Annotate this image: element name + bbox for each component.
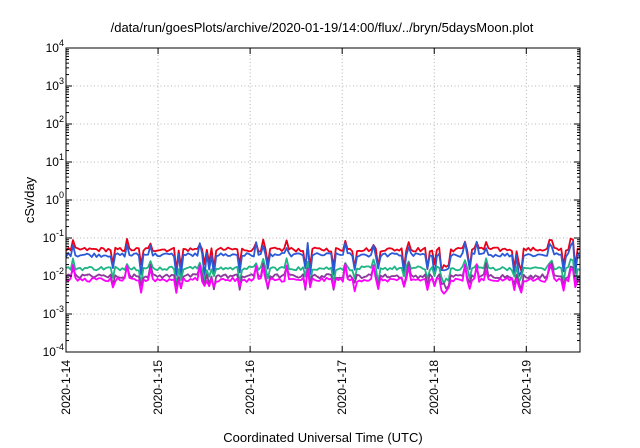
y-tick-label: 100 <box>46 190 64 207</box>
y-tick-label: 10-4 <box>43 342 64 359</box>
series-line-4 <box>65 261 581 292</box>
y-tick-label: 10-3 <box>43 304 64 321</box>
series-line-2 <box>65 240 581 278</box>
x-tick-label: 2020-1-17 <box>335 360 349 415</box>
grid-lines <box>65 48 580 352</box>
axis-ticks <box>65 47 580 353</box>
x-tick-label: 2020-1-15 <box>151 360 165 415</box>
x-tick-label: 2020-1-14 <box>59 360 73 415</box>
x-tick-label: 2020-1-16 <box>243 360 257 415</box>
y-axis-label: cSv/day <box>22 176 37 223</box>
x-axis-tick-labels: 2020-1-14 2020-1-15 2020-1-16 2020-1-17 2020… <box>59 360 533 415</box>
y-tick-label: 104 <box>46 38 64 55</box>
y-tick-label: 10-2 <box>43 266 64 283</box>
series-lines <box>65 237 581 295</box>
chart-title: /data/run/goesPlots/archive/2020-01-19/1… <box>111 20 534 35</box>
x-axis-label: Coordinated Universal Time (UTC) <box>223 430 422 445</box>
y-axis-tick-labels: 10-4 10-3 10-2 10-1 100 101 102 103 104 <box>43 38 64 359</box>
y-tick-label: 102 <box>46 114 64 131</box>
series-line-3 <box>65 257 581 286</box>
x-tick-label: 2020-1-19 <box>519 360 533 415</box>
y-tick-label: 103 <box>46 76 64 93</box>
y-tick-label: 101 <box>46 152 64 169</box>
series-line-5 <box>65 263 581 295</box>
y-tick-label: 10-1 <box>43 228 64 245</box>
x-tick-label: 2020-1-18 <box>427 360 441 415</box>
